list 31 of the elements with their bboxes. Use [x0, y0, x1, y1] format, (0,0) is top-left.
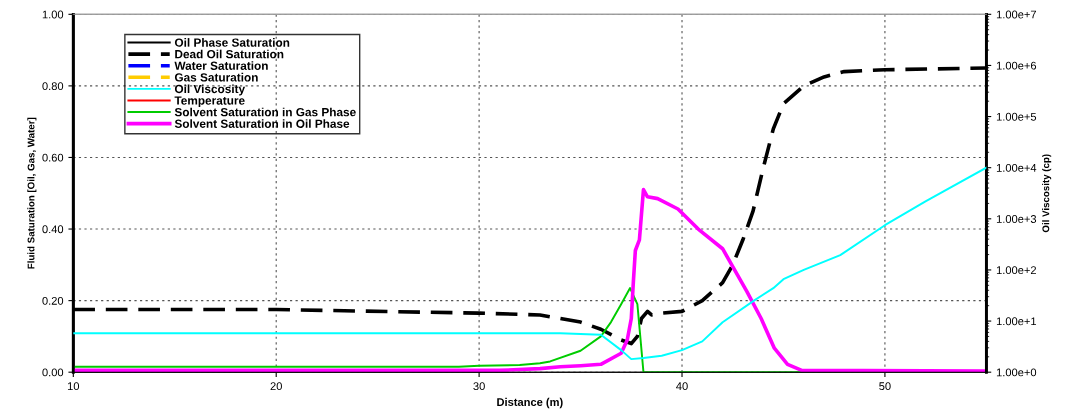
line-series	[73, 166, 987, 361]
y2-tick-label: 1.00e+1	[996, 317, 1037, 326]
y2-tick-label: 1.00e+3	[996, 215, 1037, 223]
legend-label: Dead Oil Saturation	[175, 49, 284, 59]
y2-tick-label: 1.00e+4	[996, 163, 1037, 172]
y2-axis-title: Oil Viscosity (cp)	[1042, 154, 1052, 233]
y-tick-label: 0.40	[42, 225, 64, 234]
legend-label: Oil Phase Saturation	[174, 38, 290, 47]
legend-label: Solvent Saturation in Gas Phase	[174, 107, 356, 117]
y2-tick-label: 1.00e+6	[996, 61, 1037, 70]
x-tick-label: 30	[473, 382, 485, 391]
x-tick-label: 40	[676, 382, 688, 391]
x-tick-label: 10	[67, 382, 80, 391]
y-axis-title: Fluid Saturation [Oil, Gas, Water]	[27, 117, 37, 269]
legend-label: Water Saturation	[174, 61, 268, 70]
legend-label: Oil Viscosity	[174, 84, 246, 96]
y2-tick-label: 1.00e+2	[996, 266, 1037, 275]
legend-label: Solvent Saturation in Oil Phase	[174, 119, 350, 128]
x-tick-label: 20	[270, 382, 282, 391]
x-axis-title: Distance (m)	[497, 397, 563, 409]
y2-tick-label: 1.00e+0	[996, 368, 1037, 377]
y-tick-label: 0.00	[42, 368, 64, 377]
y-tick-label: 1.00	[42, 10, 64, 19]
y-tick-label: 0.80	[42, 82, 64, 91]
y2-tick-label: 1.00e+7	[996, 10, 1037, 19]
y2-tick-label: 1.00e+5	[996, 112, 1037, 121]
y-tick-label: 0.20	[42, 296, 64, 305]
y-tick-label: 0.60	[42, 153, 64, 162]
legend-label: Temperature	[174, 96, 245, 108]
x-tick-label: 50	[879, 382, 891, 391]
legend-label: Gas Saturation	[174, 72, 258, 82]
